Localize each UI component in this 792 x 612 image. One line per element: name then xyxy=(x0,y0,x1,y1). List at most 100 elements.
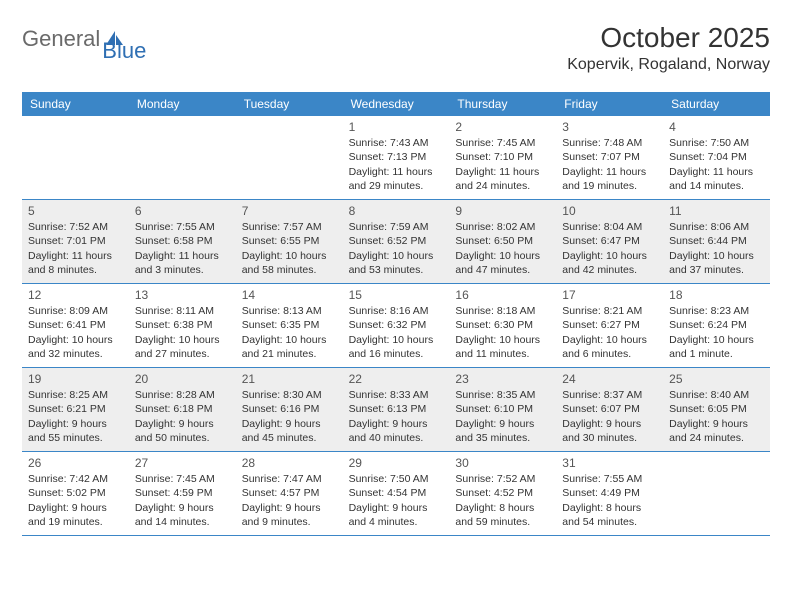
day-number: 20 xyxy=(135,371,230,387)
day-header-wednesday: Wednesday xyxy=(343,92,450,116)
calendar-cell xyxy=(236,116,343,200)
calendar-cell: 5Sunrise: 7:52 AMSunset: 7:01 PMDaylight… xyxy=(22,200,129,284)
daylight-text: Daylight: 9 hours and 50 minutes. xyxy=(135,417,230,445)
location: Kopervik, Rogaland, Norway xyxy=(567,56,770,74)
calendar-cell: 15Sunrise: 8:16 AMSunset: 6:32 PMDayligh… xyxy=(343,284,450,368)
day-number: 31 xyxy=(562,455,657,471)
daylight-text: Daylight: 11 hours and 29 minutes. xyxy=(349,165,444,193)
sunrise-text: Sunrise: 7:59 AM xyxy=(349,220,444,234)
daylight-text: Daylight: 10 hours and 21 minutes. xyxy=(242,333,337,361)
calendar-cell: 4Sunrise: 7:50 AMSunset: 7:04 PMDaylight… xyxy=(663,116,770,200)
sunrise-text: Sunrise: 8:09 AM xyxy=(28,304,123,318)
sunrise-text: Sunrise: 7:43 AM xyxy=(349,136,444,150)
calendar-cell: 24Sunrise: 8:37 AMSunset: 6:07 PMDayligh… xyxy=(556,368,663,452)
day-header-saturday: Saturday xyxy=(663,92,770,116)
sunset-text: Sunset: 4:52 PM xyxy=(455,486,550,500)
daylight-text: Daylight: 11 hours and 3 minutes. xyxy=(135,249,230,277)
sunrise-text: Sunrise: 7:52 AM xyxy=(455,472,550,486)
sunset-text: Sunset: 6:05 PM xyxy=(669,402,764,416)
day-number: 9 xyxy=(455,203,550,219)
calendar-cell: 2Sunrise: 7:45 AMSunset: 7:10 PMDaylight… xyxy=(449,116,556,200)
sunrise-text: Sunrise: 8:02 AM xyxy=(455,220,550,234)
day-number: 22 xyxy=(349,371,444,387)
sunset-text: Sunset: 6:58 PM xyxy=(135,234,230,248)
day-number: 23 xyxy=(455,371,550,387)
day-number: 4 xyxy=(669,119,764,135)
day-header-sunday: Sunday xyxy=(22,92,129,116)
daylight-text: Daylight: 10 hours and 11 minutes. xyxy=(455,333,550,361)
sunset-text: Sunset: 4:57 PM xyxy=(242,486,337,500)
calendar-cell: 9Sunrise: 8:02 AMSunset: 6:50 PMDaylight… xyxy=(449,200,556,284)
daylight-text: Daylight: 9 hours and 19 minutes. xyxy=(28,501,123,529)
calendar-cell: 12Sunrise: 8:09 AMSunset: 6:41 PMDayligh… xyxy=(22,284,129,368)
calendar-cell: 21Sunrise: 8:30 AMSunset: 6:16 PMDayligh… xyxy=(236,368,343,452)
calendar-cell: 27Sunrise: 7:45 AMSunset: 4:59 PMDayligh… xyxy=(129,452,236,536)
day-number: 24 xyxy=(562,371,657,387)
calendar-cell: 7Sunrise: 7:57 AMSunset: 6:55 PMDaylight… xyxy=(236,200,343,284)
sunset-text: Sunset: 6:35 PM xyxy=(242,318,337,332)
calendar-cell: 1Sunrise: 7:43 AMSunset: 7:13 PMDaylight… xyxy=(343,116,450,200)
day-number: 29 xyxy=(349,455,444,471)
sunset-text: Sunset: 6:24 PM xyxy=(669,318,764,332)
daylight-text: Daylight: 9 hours and 35 minutes. xyxy=(455,417,550,445)
day-number: 27 xyxy=(135,455,230,471)
daylight-text: Daylight: 10 hours and 27 minutes. xyxy=(135,333,230,361)
month-title: October 2025 xyxy=(567,22,770,54)
day-number: 12 xyxy=(28,287,123,303)
day-number: 16 xyxy=(455,287,550,303)
sunset-text: Sunset: 6:44 PM xyxy=(669,234,764,248)
sunset-text: Sunset: 6:30 PM xyxy=(455,318,550,332)
calendar-cell: 8Sunrise: 7:59 AMSunset: 6:52 PMDaylight… xyxy=(343,200,450,284)
day-number: 8 xyxy=(349,203,444,219)
sunset-text: Sunset: 6:50 PM xyxy=(455,234,550,248)
sunset-text: Sunset: 7:04 PM xyxy=(669,150,764,164)
daylight-text: Daylight: 10 hours and 42 minutes. xyxy=(562,249,657,277)
day-number: 11 xyxy=(669,203,764,219)
daylight-text: Daylight: 9 hours and 24 minutes. xyxy=(669,417,764,445)
daylight-text: Daylight: 10 hours and 1 minute. xyxy=(669,333,764,361)
sunset-text: Sunset: 6:18 PM xyxy=(135,402,230,416)
sunset-text: Sunset: 6:16 PM xyxy=(242,402,337,416)
sunrise-text: Sunrise: 7:57 AM xyxy=(242,220,337,234)
daylight-text: Daylight: 8 hours and 54 minutes. xyxy=(562,501,657,529)
sunrise-text: Sunrise: 8:06 AM xyxy=(669,220,764,234)
calendar-cell: 30Sunrise: 7:52 AMSunset: 4:52 PMDayligh… xyxy=(449,452,556,536)
day-number: 14 xyxy=(242,287,337,303)
sunrise-text: Sunrise: 8:30 AM xyxy=(242,388,337,402)
day-number: 28 xyxy=(242,455,337,471)
calendar-cell: 25Sunrise: 8:40 AMSunset: 6:05 PMDayligh… xyxy=(663,368,770,452)
sunset-text: Sunset: 6:27 PM xyxy=(562,318,657,332)
day-header-tuesday: Tuesday xyxy=(236,92,343,116)
daylight-text: Daylight: 10 hours and 32 minutes. xyxy=(28,333,123,361)
calendar-cell: 26Sunrise: 7:42 AMSunset: 5:02 PMDayligh… xyxy=(22,452,129,536)
daylight-text: Daylight: 9 hours and 40 minutes. xyxy=(349,417,444,445)
daylight-text: Daylight: 9 hours and 14 minutes. xyxy=(135,501,230,529)
daylight-text: Daylight: 9 hours and 30 minutes. xyxy=(562,417,657,445)
calendar-cell: 13Sunrise: 8:11 AMSunset: 6:38 PMDayligh… xyxy=(129,284,236,368)
sunset-text: Sunset: 7:10 PM xyxy=(455,150,550,164)
sunset-text: Sunset: 4:49 PM xyxy=(562,486,657,500)
calendar-cell: 20Sunrise: 8:28 AMSunset: 6:18 PMDayligh… xyxy=(129,368,236,452)
daylight-text: Daylight: 10 hours and 16 minutes. xyxy=(349,333,444,361)
sunset-text: Sunset: 7:01 PM xyxy=(28,234,123,248)
day-header-thursday: Thursday xyxy=(449,92,556,116)
day-header-friday: Friday xyxy=(556,92,663,116)
sunrise-text: Sunrise: 8:33 AM xyxy=(349,388,444,402)
logo-text-general: General xyxy=(22,26,100,52)
sunrise-text: Sunrise: 7:55 AM xyxy=(562,472,657,486)
sunset-text: Sunset: 6:10 PM xyxy=(455,402,550,416)
calendar-cell: 29Sunrise: 7:50 AMSunset: 4:54 PMDayligh… xyxy=(343,452,450,536)
calendar-day-headers: Sunday Monday Tuesday Wednesday Thursday… xyxy=(22,92,770,116)
day-header-monday: Monday xyxy=(129,92,236,116)
sunrise-text: Sunrise: 7:48 AM xyxy=(562,136,657,150)
calendar-cell: 10Sunrise: 8:04 AMSunset: 6:47 PMDayligh… xyxy=(556,200,663,284)
sunset-text: Sunset: 6:21 PM xyxy=(28,402,123,416)
sunrise-text: Sunrise: 7:55 AM xyxy=(135,220,230,234)
daylight-text: Daylight: 10 hours and 6 minutes. xyxy=(562,333,657,361)
sunset-text: Sunset: 6:47 PM xyxy=(562,234,657,248)
daylight-text: Daylight: 11 hours and 24 minutes. xyxy=(455,165,550,193)
calendar-cell: 6Sunrise: 7:55 AMSunset: 6:58 PMDaylight… xyxy=(129,200,236,284)
daylight-text: Daylight: 9 hours and 4 minutes. xyxy=(349,501,444,529)
daylight-text: Daylight: 9 hours and 9 minutes. xyxy=(242,501,337,529)
sunset-text: Sunset: 4:59 PM xyxy=(135,486,230,500)
